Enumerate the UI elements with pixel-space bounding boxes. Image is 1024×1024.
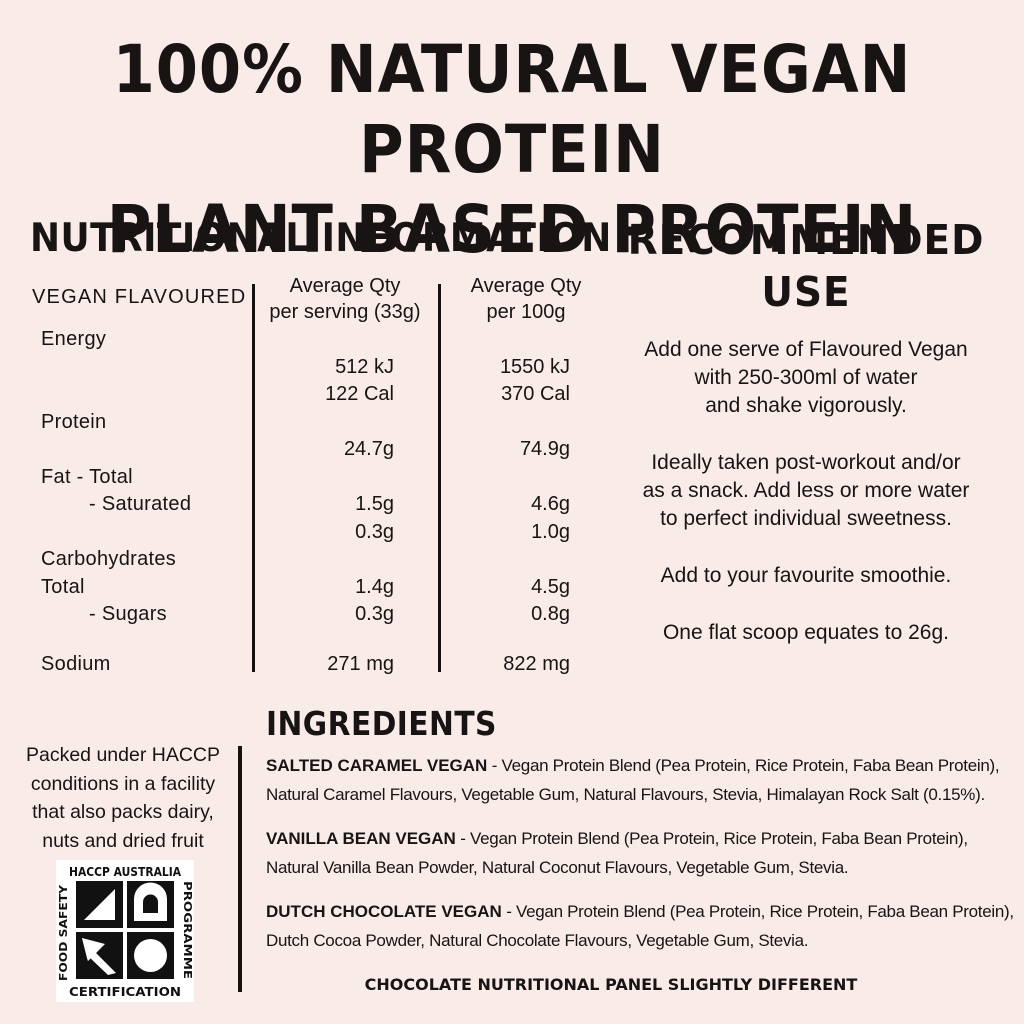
table-row-carbohydrates-total: Total 1.4g 4.5g [41,575,570,598]
table-divider-left [252,284,255,672]
ingredients-list: SALTED CARAMEL VEGAN - Vegan Protein Ble… [266,751,1016,970]
page-title-line1: 100% NATURAL VEGAN PROTEIN [112,31,912,188]
ingredient-flavour-name: DUTCH CHOCOLATE VEGAN [266,902,502,921]
page-title-line2: PLANT BASED PROTEIN [106,191,918,268]
nutrition-heading: NUTRITIONAL INFORMATION [30,216,612,261]
logo-text-top: HACCP AUSTRALIA [69,865,182,879]
column-header-per-100g: Average Qty per 100g [470,275,582,323]
recommended-paragraph-smoothie: Add to your favourite smoothie. [660,564,952,587]
ingredient-detail: - Vegan Protein Blend (Pea Protein, Rice… [266,902,1014,950]
vertical-divider [238,746,242,992]
table-divider-right [438,284,441,672]
page-title: 100% NATURAL VEGAN PROTEIN PLANT BASED P… [41,30,983,270]
ingredient-vanilla-bean: VANILLA BEAN VEGAN - Vegan Protein Blend… [266,824,1016,882]
recommended-use-text: Add one serve of Flavoured Vegan with 25… [600,336,1012,676]
logo-circle-icon [134,939,167,972]
recommended-use-heading: RECOMMENDED USE [610,214,1001,318]
logo-triangle-icon [84,889,115,920]
packing-statement: Packed under HACCP conditions in a facil… [25,744,220,852]
table-row-energy: Energy [41,328,107,350]
table-row-energy-cal: 122 Cal 370 Cal [325,383,570,405]
ingredients-heading: INGREDIENTS [266,704,497,743]
table-row-carbohydrates: Carbohydrates [41,548,177,570]
recommended-paragraph-timing: Ideally taken post-workout and/or as a s… [642,451,970,530]
column-header-product: VEGAN FLAVOURED [32,286,247,309]
logo-text-bottom: CERTIFICATION [69,985,181,999]
logo-text-left: FOOD SAFETY [57,884,70,981]
table-header-row: VEGAN FLAVOURED Average Qty per serving … [30,270,624,326]
table-row-fat-total: Fat - Total [41,465,133,488]
table-row-energy-kj: 512 kJ 1550 kJ [335,355,570,378]
table-row-protein: Protein [41,410,107,433]
nutrition-table: VEGAN FLAVOURED Average Qty per serving … [30,270,624,678]
table-row-fat-saturated: - Saturated 1.5g 4.6g [89,493,570,515]
chocolate-panel-note: CHOCOLATE NUTRITIONAL PANEL SLIGHTLY DIF… [364,975,858,994]
ingredient-detail: - Vegan Protein Blend (Pea Protein, Rice… [266,756,1000,804]
recommended-paragraph-mixing: Add one serve of Flavoured Vegan with 25… [644,338,968,417]
table-row-protein-values: 24.7g 74.9g [343,438,570,460]
table-gap [30,629,624,651]
recommended-heading-line1: RECOMMENDED [627,216,985,264]
ingredient-flavour-name: SALTED CARAMEL VEGAN [266,756,488,775]
recommended-paragraph-scoop: One flat scoop equates to 26g. [662,621,950,644]
table-row-sodium: Sodium 271 mg 822 mg [41,652,570,675]
table-row-fat-saturated-values: 0.3g 1.0g [355,520,570,543]
haccp-certification-logo: HACCP AUSTRALIA CERTIFICATION FOOD SAFET… [56,860,194,1002]
ingredient-detail: - Vegan Protein Blend (Pea Protein, Rice… [266,829,968,877]
table-row-sugars: - Sugars 0.3g 0.8g [89,603,570,625]
ingredient-salted-caramel: SALTED CARAMEL VEGAN - Vegan Protein Ble… [266,751,1016,809]
ingredient-dutch-chocolate: DUTCH CHOCOLATE VEGAN - Vegan Protein Bl… [266,897,1016,955]
logo-text-right: PROGRAMME [181,881,194,979]
column-header-per-serving: Average Qty per serving (33g) [269,275,421,323]
ingredient-flavour-name: VANILLA BEAN VEGAN [266,829,456,848]
recommended-heading-line2: USE [761,268,851,316]
